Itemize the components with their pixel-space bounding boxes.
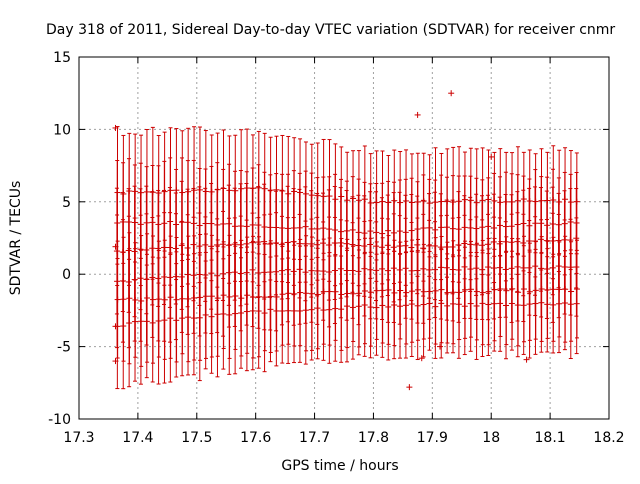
- series-track-6: [114, 232, 580, 367]
- x-axis-label: GPS time / hours: [281, 458, 398, 474]
- plot-frame: [78, 56, 610, 420]
- outlier-points: [112, 90, 530, 391]
- x-tick-label: 17.8: [358, 430, 389, 446]
- y-tick-label: -5: [57, 340, 71, 356]
- y-tick-label: 0: [62, 267, 71, 283]
- x-tick-label: 17.5: [181, 430, 212, 446]
- y-axis-label: SDTVAR / TECUs: [8, 181, 24, 296]
- x-tick-label: 17.4: [122, 430, 153, 446]
- y-tick-label: 15: [53, 50, 71, 66]
- y-tick-label: -10: [48, 412, 71, 428]
- data-points: [112, 90, 580, 391]
- x-tick-label: 18: [482, 430, 500, 446]
- grid-lines: [79, 57, 609, 419]
- series-track-5: [114, 126, 580, 260]
- axis-ticks: 17.3 17.4 17.5 17.6 17.7 17.8 17.9 18 18.1 18.2 -1…: [48, 50, 624, 446]
- x-tick-label: 17.3: [63, 430, 94, 446]
- chart-title: Day 318 of 2011, Sidereal Day-to-day VTE…: [46, 22, 615, 38]
- x-tick-label: 17.6: [240, 430, 271, 446]
- x-tick-label: 17.9: [417, 430, 448, 446]
- x-tick-label: 17.7: [299, 430, 330, 446]
- x-tick-label: 18.1: [535, 430, 566, 446]
- y-tick-label: 5: [62, 195, 71, 211]
- x-tick-label: 18.2: [593, 430, 624, 446]
- y-tick-label: 10: [53, 122, 71, 138]
